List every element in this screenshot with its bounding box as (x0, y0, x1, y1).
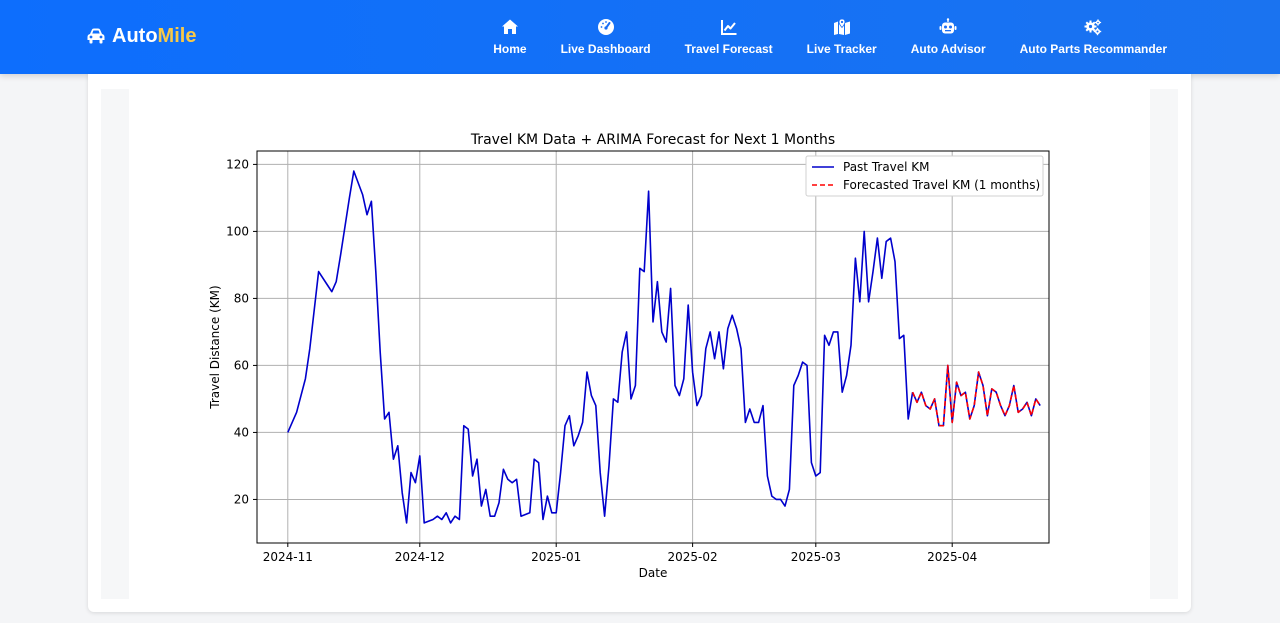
x-axis-label: Date (639, 566, 668, 580)
nav-home-label: Home (493, 42, 527, 56)
x-tick-label: 2024-11 (263, 550, 313, 564)
series-line-forecast-travel-km (911, 364, 1041, 427)
y-tick-label: 40 (234, 425, 249, 439)
chart-legend: Past Travel KM Forecasted Travel KM (1 m… (805, 155, 1044, 197)
x-tick-label: 2025-04 (927, 550, 977, 564)
x-tick-label: 2025-02 (668, 550, 718, 564)
nav-live-tracker[interactable]: Live Tracker (790, 18, 894, 56)
car-icon (87, 28, 105, 44)
gears-icon (1084, 19, 1102, 36)
series-line-past-travel-km-overlap (911, 364, 1041, 427)
y-ticks: 20 40 60 80 100 120 (226, 157, 257, 506)
legend-forecast-label: Forecasted Travel KM (1 months) (843, 178, 1040, 192)
top-navbar: Auto Mile Home Live Dashboard Travel Fore… (0, 0, 1280, 74)
nav-travel-forecast-label: Travel Forecast (684, 42, 773, 56)
legend-box (805, 155, 1044, 197)
chart-grid (257, 151, 1049, 543)
x-tick-label: 2025-01 (531, 550, 581, 564)
plot-frame: 2024-11 2024-12 2025-01 2025-02 2025-03 2025-… (101, 89, 1178, 599)
forecast-card: 2024-11 2024-12 2025-01 2025-02 2025-03 2025-… (88, 74, 1191, 612)
forecast-chart: 2024-11 2024-12 2025-01 2025-02 2025-03 2025-… (208, 132, 1050, 580)
y-tick-label: 80 (234, 291, 249, 305)
forecast-plot: 2024-11 2024-12 2025-01 2025-02 2025-03 2025-… (129, 89, 1150, 599)
brand-accent: Mile (157, 24, 197, 47)
line-chart-icon (720, 20, 737, 35)
home-icon (501, 19, 518, 34)
nav-auto-advisor-label: Auto Advisor (910, 42, 986, 56)
brand-prefix: Auto (112, 24, 158, 47)
nav-auto-advisor[interactable]: Auto Advisor (894, 18, 1003, 56)
x-tick-label: 2025-03 (791, 550, 841, 564)
nav-auto-parts-recommander-label: Auto Parts Recommander (1019, 42, 1167, 56)
nav-travel-forecast[interactable]: Travel Forecast (668, 18, 790, 56)
nav-live-dashboard-label: Live Dashboard (560, 42, 651, 56)
nav-live-tracker-label: Live Tracker (806, 42, 877, 56)
plot-area (256, 150, 1050, 544)
main-nav: Home Live Dashboard Travel Forecast Live… (476, 0, 1184, 74)
legend-past-label: Past Travel KM (843, 160, 930, 174)
robot-icon (939, 18, 957, 34)
nav-auto-parts-recommander[interactable]: Auto Parts Recommander (1003, 18, 1184, 56)
map-marker-icon (833, 18, 850, 35)
nav-home[interactable]: Home (476, 18, 543, 56)
y-tick-label: 60 (234, 358, 249, 372)
y-tick-label: 120 (226, 157, 249, 171)
x-tick-label: 2024-12 (395, 550, 445, 564)
x-ticks: 2024-11 2024-12 2025-01 2025-02 2025-03 2025-… (263, 543, 977, 564)
y-axis-label: Travel Distance (KM) (208, 285, 222, 409)
speedometer-icon (597, 19, 614, 35)
y-tick-label: 100 (226, 224, 249, 238)
brand-logo[interactable]: Auto Mile (86, 22, 196, 50)
series-line-past-travel-km (287, 170, 914, 524)
nav-live-dashboard[interactable]: Live Dashboard (544, 18, 668, 56)
y-tick-label: 20 (234, 492, 249, 506)
chart-lines (287, 170, 1041, 524)
chart-title: Travel KM Data + ARIMA Forecast for Next… (470, 132, 835, 148)
